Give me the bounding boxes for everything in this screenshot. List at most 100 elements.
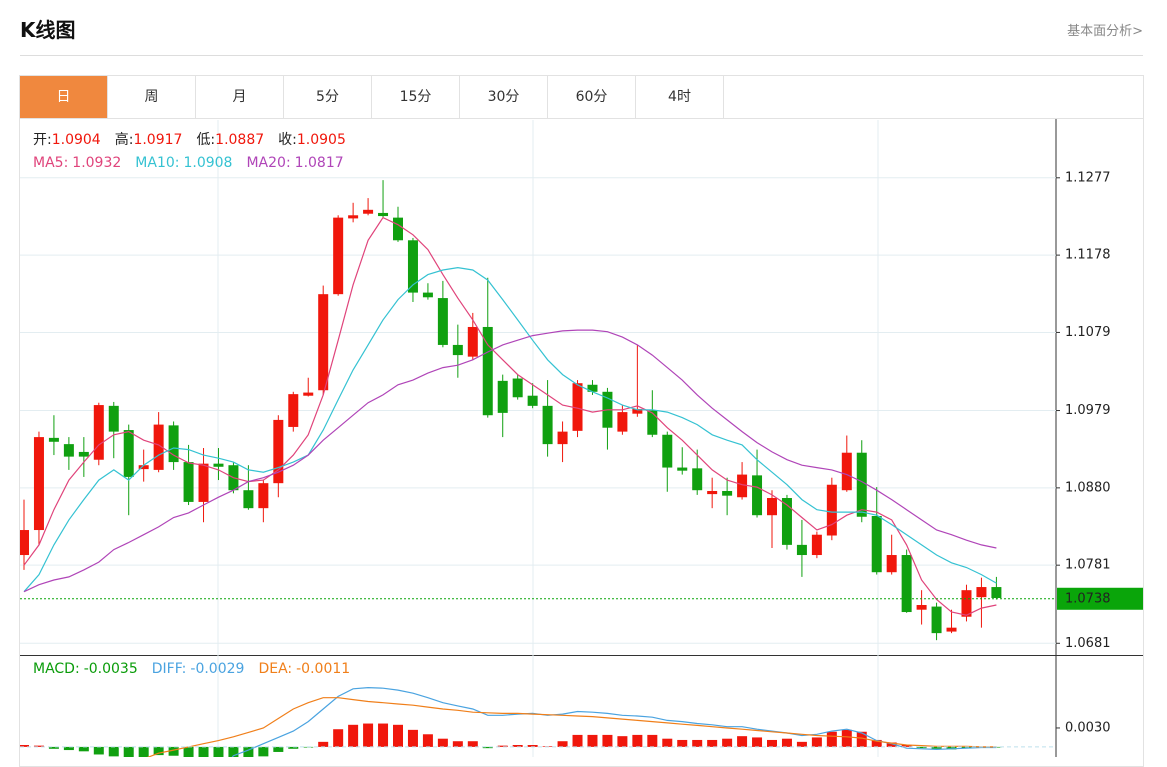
macd-bar xyxy=(707,739,718,747)
macd-bar xyxy=(662,738,673,747)
macd-bar xyxy=(348,724,359,747)
plot xyxy=(20,180,1002,641)
candle-body xyxy=(961,590,972,617)
candle-body xyxy=(901,555,912,613)
divider xyxy=(20,55,1143,56)
candle-body xyxy=(467,326,478,357)
macd-bar xyxy=(318,741,329,747)
macd-bar xyxy=(168,746,179,756)
candle-body xyxy=(826,484,837,536)
period-tab[interactable]: 60分 xyxy=(548,76,636,118)
candle-body xyxy=(243,490,254,509)
candle-body xyxy=(931,606,942,634)
candle-body xyxy=(796,544,807,556)
candle-body xyxy=(781,498,792,545)
macd-bar xyxy=(512,745,523,747)
candle-body xyxy=(722,490,733,496)
ma-line xyxy=(23,216,997,616)
candle-body xyxy=(647,410,658,435)
period-tab[interactable]: 周 xyxy=(108,76,196,118)
macd-bar xyxy=(63,746,74,751)
period-tab[interactable]: 30分 xyxy=(460,76,548,118)
macd-bar xyxy=(108,746,119,757)
y-tick-label: 1.1079 xyxy=(1065,325,1111,340)
legend-label: MACD: xyxy=(33,661,80,677)
candle-body xyxy=(632,408,643,414)
candle-body xyxy=(437,298,448,345)
period-tab[interactable]: 日 xyxy=(20,76,108,118)
candle-body xyxy=(886,555,897,573)
chart-panel: 日周月 5分 15分 30分 60分 4时 xyxy=(19,75,1144,767)
candle-body xyxy=(767,498,777,516)
period-tab[interactable]: 5分 xyxy=(284,76,372,118)
candle-body xyxy=(48,437,59,442)
macd-bar xyxy=(258,746,269,757)
macd-bar xyxy=(841,729,852,747)
candle-body xyxy=(512,378,523,398)
macd-line xyxy=(146,697,997,757)
macd-bar xyxy=(123,746,134,757)
macd-bar xyxy=(288,746,299,749)
candle-body xyxy=(422,292,433,298)
legend-value: 1.0904 xyxy=(52,132,101,148)
candle-body xyxy=(33,437,44,531)
period-tabs: 日周月 5分 15分 30分 60分 4时 xyxy=(20,76,1143,119)
legend-label: 高: xyxy=(115,131,134,148)
candle-body xyxy=(542,405,553,445)
y-tick-label: 1.0681 xyxy=(1065,636,1111,651)
macd-bar xyxy=(587,734,598,747)
macd-bar xyxy=(437,738,448,747)
candle-body xyxy=(303,392,314,396)
candle-body xyxy=(841,452,852,491)
candle-body xyxy=(916,605,927,610)
candle-body xyxy=(587,384,598,392)
candle-body xyxy=(811,534,822,556)
macd-bar xyxy=(781,738,792,747)
macd-bar xyxy=(767,739,777,747)
macd-bar xyxy=(677,739,688,747)
candle-body xyxy=(318,294,329,391)
legend-label: DIFF: xyxy=(152,661,187,677)
macd-bar xyxy=(273,746,284,752)
macd-bar xyxy=(20,745,29,747)
legend-label: MA20: xyxy=(246,155,290,171)
legend-value: 1.0932 xyxy=(72,155,121,171)
legend-label: DEA: xyxy=(258,661,292,677)
macd-bar xyxy=(333,729,344,747)
period-tab[interactable]: 月 xyxy=(196,76,284,118)
macd-bar xyxy=(632,734,643,747)
candle-body xyxy=(153,424,164,470)
candle-body xyxy=(138,465,149,470)
legend-label: 收: xyxy=(278,132,297,148)
y-tick-label: 1.0781 xyxy=(1065,558,1111,573)
macd-bar xyxy=(422,734,433,747)
candle-body xyxy=(288,394,299,427)
period-tab[interactable]: 4时 xyxy=(636,76,724,118)
macd-bar xyxy=(452,741,463,747)
candle-body xyxy=(378,212,389,217)
fundamental-link[interactable]: 基本面分析> xyxy=(1067,24,1143,39)
macd-bar xyxy=(378,723,389,747)
macd-bar xyxy=(228,746,239,757)
macd-bar xyxy=(722,738,733,747)
period-tab[interactable]: 15分 xyxy=(372,76,460,118)
macd-bar xyxy=(497,745,508,747)
legend-label: 低: xyxy=(196,132,215,148)
candle-body xyxy=(527,395,538,406)
candle-body xyxy=(991,587,1002,598)
candle-body xyxy=(482,326,493,416)
legend-value: 1.0905 xyxy=(297,132,346,148)
macd-bar xyxy=(871,739,882,747)
macd-bar xyxy=(737,736,748,747)
candle-body xyxy=(407,240,418,293)
macd-bar xyxy=(901,745,912,747)
legend-label: MA5: xyxy=(33,155,68,171)
macd-bar xyxy=(647,734,658,747)
candle-body xyxy=(183,462,194,502)
macd-bar xyxy=(407,729,418,747)
candle-body xyxy=(363,209,374,214)
macd-bar xyxy=(198,746,209,757)
candle-body xyxy=(946,627,957,632)
candle-body xyxy=(258,483,269,509)
candle-body xyxy=(168,425,179,463)
